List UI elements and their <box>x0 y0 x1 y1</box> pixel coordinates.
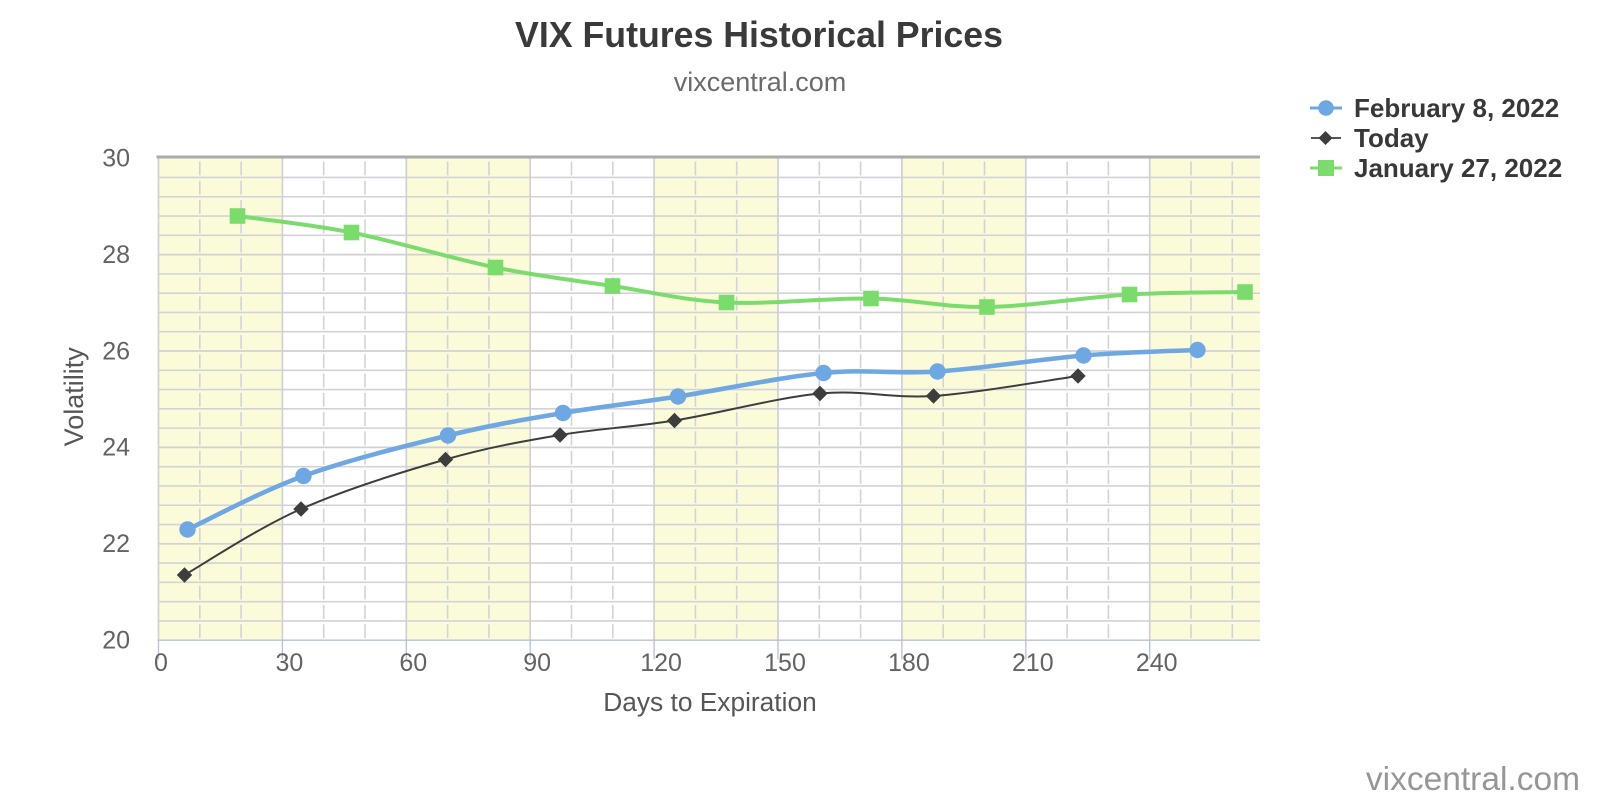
svg-text:30: 30 <box>275 649 303 677</box>
svg-text:vixcentral.com: vixcentral.com <box>674 67 847 97</box>
svg-text:240: 240 <box>1136 649 1178 677</box>
svg-text:0: 0 <box>154 649 168 677</box>
svg-text:150: 150 <box>764 649 806 677</box>
svg-text:Days to Expiration: Days to Expiration <box>603 687 816 717</box>
svg-text:Volatility: Volatility <box>59 347 89 447</box>
svg-text:26: 26 <box>102 337 130 365</box>
svg-text:60: 60 <box>399 649 427 677</box>
svg-text:30: 30 <box>102 145 130 173</box>
svg-text:180: 180 <box>888 649 930 677</box>
svg-text:210: 210 <box>1012 649 1054 677</box>
svg-text:22: 22 <box>102 530 130 558</box>
svg-text:20: 20 <box>102 627 130 655</box>
svg-text:24: 24 <box>102 434 130 462</box>
svg-text:28: 28 <box>102 241 130 269</box>
svg-text:February 8, 2022: February 8, 2022 <box>1354 93 1559 123</box>
svg-text:VIX Futures Historical Prices: VIX Futures Historical Prices <box>515 15 1003 55</box>
svg-text:90: 90 <box>523 649 551 677</box>
svg-text:vixcentral.com: vixcentral.com <box>1366 761 1580 798</box>
svg-text:Today: Today <box>1354 123 1429 153</box>
svg-text:120: 120 <box>640 649 682 677</box>
svg-text:January 27, 2022: January 27, 2022 <box>1354 153 1562 183</box>
